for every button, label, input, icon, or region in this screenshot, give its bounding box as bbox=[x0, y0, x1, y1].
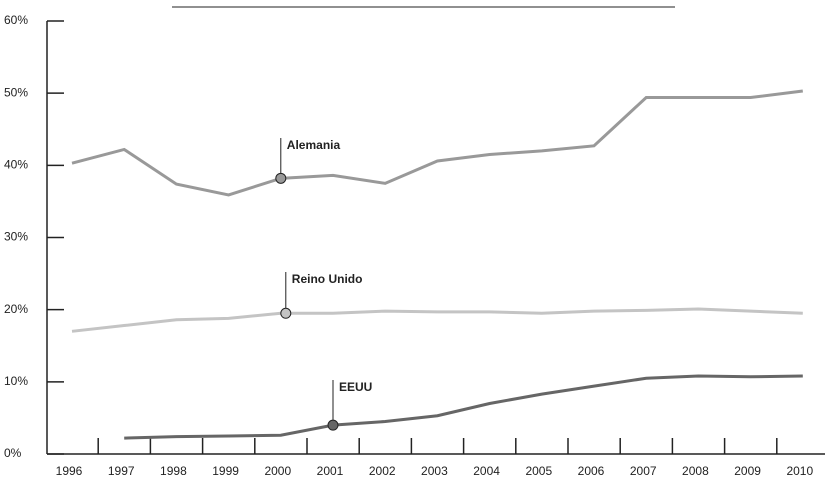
x-tick-label: 1999 bbox=[212, 464, 239, 478]
x-tick-label: 2002 bbox=[369, 464, 396, 478]
y-tick-label: 30% bbox=[4, 230, 28, 244]
point-marker bbox=[280, 307, 292, 319]
series-line bbox=[71, 307, 803, 333]
series-line bbox=[124, 374, 803, 440]
x-tick-label: 1998 bbox=[160, 464, 187, 478]
x-tick-label: 2010 bbox=[786, 464, 813, 478]
x-tick-label: 2009 bbox=[734, 464, 761, 478]
x-tick-label: 2007 bbox=[630, 464, 657, 478]
series-label: Alemania bbox=[287, 138, 341, 152]
y-tick-label: 40% bbox=[4, 158, 28, 172]
y-tick-label: 50% bbox=[4, 85, 28, 99]
x-tick-label: 1996 bbox=[56, 464, 83, 478]
x-tick-label: 2008 bbox=[682, 464, 709, 478]
point-marker bbox=[275, 172, 287, 184]
series-line bbox=[71, 89, 803, 197]
x-tick-label: 2001 bbox=[317, 464, 344, 478]
series-label: Reino Unido bbox=[292, 272, 363, 286]
x-tick-label: 2006 bbox=[578, 464, 605, 478]
x-tick-label: 2004 bbox=[473, 464, 500, 478]
x-tick-label: 2005 bbox=[525, 464, 552, 478]
y-tick-label: 0% bbox=[4, 446, 22, 460]
x-tick-label: 2003 bbox=[421, 464, 448, 478]
series-label: EEUU bbox=[339, 380, 372, 394]
y-tick-label: 60% bbox=[4, 13, 28, 27]
point-marker bbox=[327, 419, 339, 431]
y-tick-label: 20% bbox=[4, 302, 28, 316]
y-tick-label: 10% bbox=[4, 374, 28, 388]
x-tick-label: 2000 bbox=[264, 464, 291, 478]
x-tick-label: 1997 bbox=[108, 464, 135, 478]
